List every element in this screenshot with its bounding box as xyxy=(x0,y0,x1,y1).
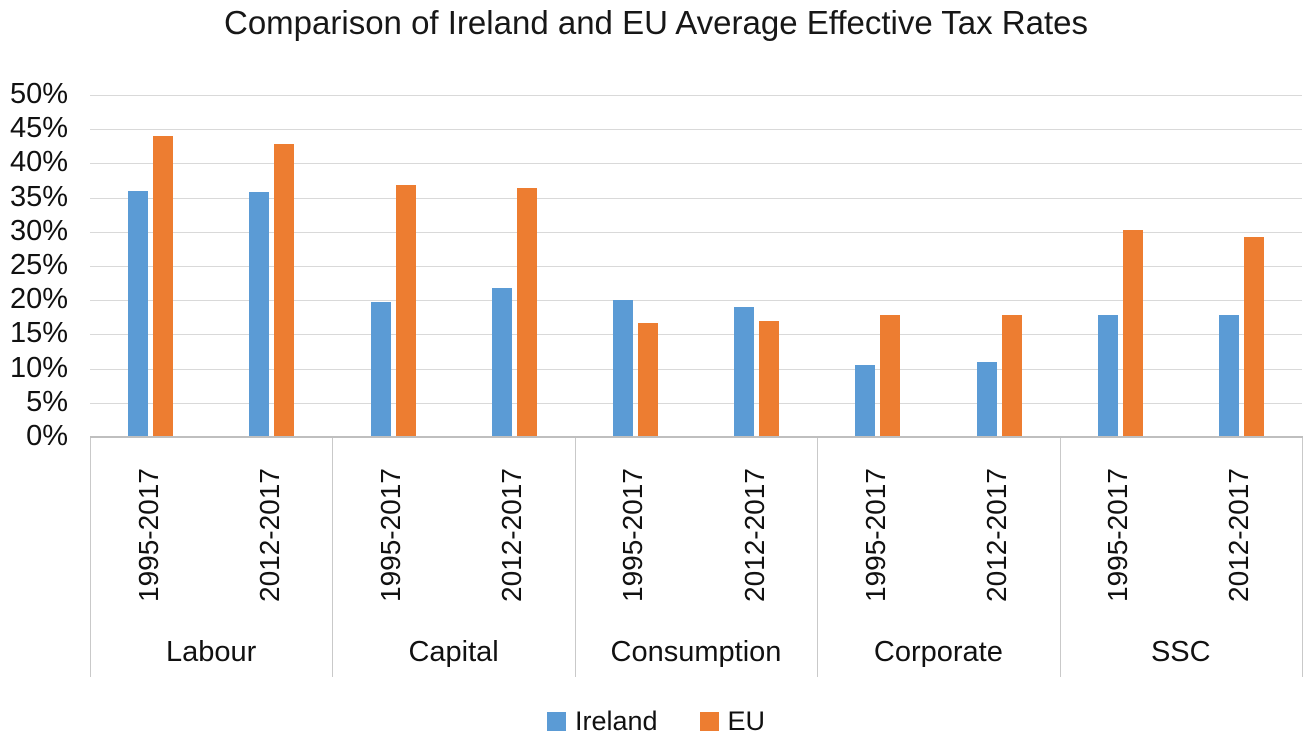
category-divider xyxy=(90,437,91,677)
category-divider xyxy=(332,437,334,677)
bar-eu xyxy=(1122,229,1143,437)
year-label: 1995-2017 xyxy=(859,468,891,603)
bar-ireland xyxy=(128,190,149,437)
chart-title: Comparison of Ireland and EU Average Eff… xyxy=(224,4,1088,41)
bar-ireland xyxy=(976,361,997,437)
gridline xyxy=(90,334,1302,336)
bar-eu xyxy=(516,188,537,437)
bar-ireland xyxy=(612,299,633,437)
year-label: 1995-2017 xyxy=(375,468,406,603)
y-tick-label: 5% xyxy=(26,385,68,418)
legend-item-ireland: Ireland xyxy=(546,706,658,736)
y-tick-label: 35% xyxy=(9,180,68,213)
gridline xyxy=(90,197,1302,199)
category-label: Labour xyxy=(166,636,257,668)
bar-eu xyxy=(880,315,901,437)
category-divider xyxy=(817,437,819,677)
x-axis-line xyxy=(90,436,1303,438)
gridline xyxy=(90,95,1302,96)
legend: Ireland EU xyxy=(0,708,1312,735)
bar-ireland xyxy=(1218,314,1239,437)
gridline xyxy=(90,163,1302,165)
bar-eu xyxy=(1001,314,1022,437)
y-tick-label: 25% xyxy=(9,249,68,281)
eu-series-swatch-icon xyxy=(699,712,719,731)
legend-label-eu: EU xyxy=(727,706,766,736)
y-tick-label: 10% xyxy=(9,351,68,384)
bar-ireland xyxy=(855,365,876,437)
category-label: Corporate xyxy=(873,636,1003,668)
category-label: SSC xyxy=(1150,636,1211,668)
gridline xyxy=(90,266,1302,267)
bar-ireland xyxy=(734,307,755,437)
year-label: 2012-2017 xyxy=(253,468,285,603)
y-tick-label: 40% xyxy=(9,146,68,179)
y-tick-label: 30% xyxy=(9,214,68,247)
category-divider xyxy=(574,437,576,677)
category-divider xyxy=(1302,437,1303,677)
year-label: 2012-2017 xyxy=(496,468,528,603)
bar-eu xyxy=(759,321,780,437)
category-label: Consumption xyxy=(610,636,782,668)
y-tick-label: 0% xyxy=(26,420,68,452)
bar-ireland xyxy=(249,192,270,437)
gridline xyxy=(90,300,1302,302)
category-divider xyxy=(1059,437,1061,677)
bar-ireland xyxy=(1097,315,1118,437)
gridline xyxy=(90,129,1302,131)
y-tick-label: 20% xyxy=(9,283,68,316)
year-label: 2012-2017 xyxy=(738,468,770,603)
year-label: 2012-2017 xyxy=(1223,468,1255,603)
bar-eu xyxy=(153,136,174,437)
ireland-series-swatch-icon xyxy=(546,712,566,731)
bar-eu xyxy=(274,144,295,437)
y-tick-label: 45% xyxy=(9,112,68,145)
bar-eu xyxy=(1243,236,1264,437)
year-label: 1995-2017 xyxy=(617,468,649,603)
bar-eu xyxy=(395,185,416,437)
category-label: Capital xyxy=(408,636,499,668)
bar-ireland xyxy=(491,287,512,437)
gridline xyxy=(90,402,1302,404)
year-label: 1995-2017 xyxy=(1102,468,1134,603)
gridline xyxy=(90,231,1302,233)
year-label: 2012-2017 xyxy=(981,468,1012,603)
y-tick-label: 50% xyxy=(9,78,68,110)
gridline xyxy=(90,368,1302,370)
bar-eu xyxy=(637,323,658,437)
legend-label-ireland: Ireland xyxy=(574,706,658,736)
year-label: 1995-2017 xyxy=(132,468,164,603)
bar-ireland xyxy=(370,301,391,437)
y-tick-label: 15% xyxy=(9,317,68,350)
legend-item-eu: EU xyxy=(699,706,766,736)
